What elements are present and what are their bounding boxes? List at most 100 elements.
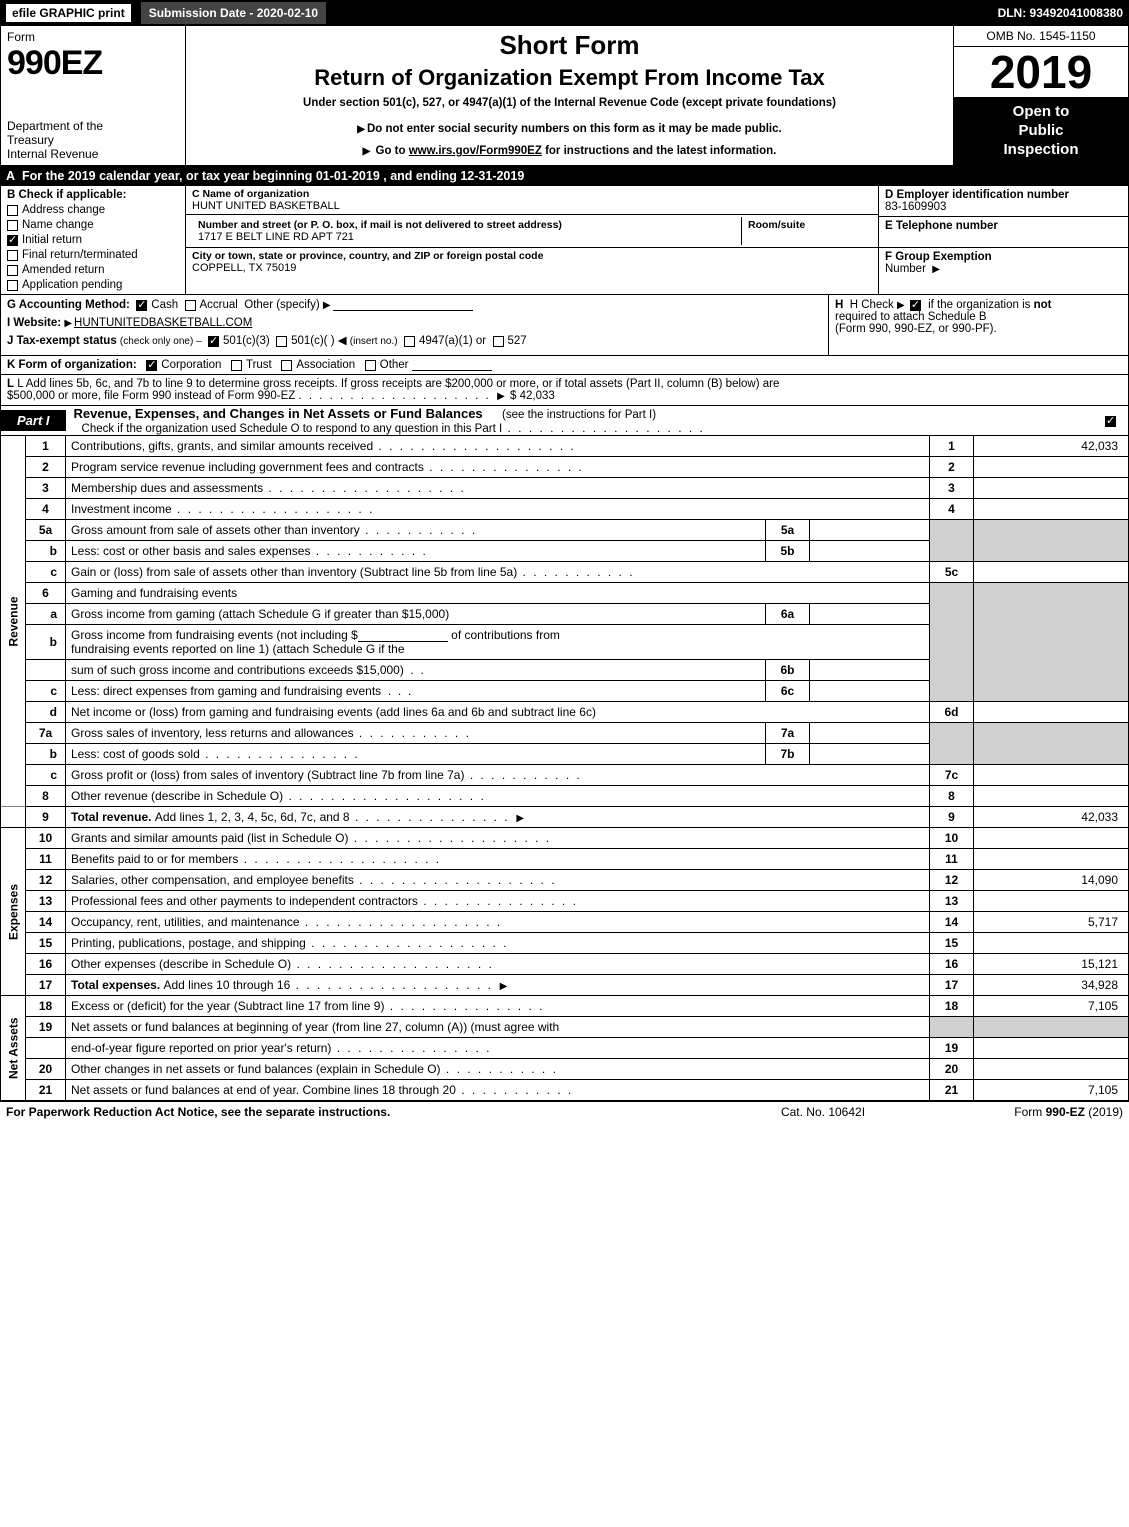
dots-icon: [424, 460, 584, 474]
chk-4947[interactable]: 4947(a)(1) or: [404, 335, 486, 347]
section-h: H H Check if the organization is not req…: [828, 295, 1128, 355]
dots-icon: [291, 957, 494, 971]
line-6b-amount-blank[interactable]: [358, 630, 448, 642]
line-21-amount: 7,105: [974, 1080, 1129, 1101]
line-1: Revenue 1 Contributions, gifts, grants, …: [1, 436, 1129, 457]
side-label-netassets: Net Assets: [1, 996, 26, 1101]
line-21: 21 Net assets or fund balances at end of…: [1, 1080, 1129, 1101]
k-label: K Form of organization:: [7, 359, 137, 371]
part1-sub: Check if the organization used Schedule …: [66, 423, 503, 435]
chk-cash[interactable]: Cash: [136, 299, 178, 311]
arrow-icon: [64, 317, 74, 329]
g-other-blank[interactable]: [333, 299, 473, 311]
chk-schedule-b-not-required[interactable]: [910, 299, 925, 311]
section-d-e-f: D Employer identification number 83-1609…: [878, 186, 1128, 294]
h-pre: H Check: [850, 299, 897, 311]
chk-name-change[interactable]: Name change: [7, 219, 179, 231]
line-15: 15 Printing, publications, postage, and …: [1, 933, 1129, 954]
ghij-left: G Accounting Method: Cash Accrual Other …: [1, 295, 828, 355]
chk-accrual[interactable]: Accrual: [185, 299, 238, 311]
group-label: F Group Exemption: [885, 251, 992, 263]
dept-line-2: Treasury: [7, 133, 179, 147]
section-g: G Accounting Method: Cash Accrual Other …: [7, 299, 822, 311]
dots-icon: [283, 789, 486, 803]
j-note: (check only one) ‒: [120, 336, 202, 347]
dots-icon: [517, 565, 634, 579]
dots-icon: [290, 978, 493, 992]
top-bar: efile GRAPHIC print Submission Date - 20…: [0, 0, 1129, 26]
dots-icon: [441, 1062, 558, 1076]
header-right: OMB No. 1545-1150 2019 Open to Public In…: [953, 26, 1128, 165]
chk-final-return[interactable]: Final return/terminated: [7, 249, 179, 261]
open-line-3: Inspection: [958, 141, 1124, 160]
j-insert-note: (insert no.): [350, 336, 398, 347]
dots-icon: [298, 390, 490, 402]
chk-association[interactable]: Association: [281, 359, 355, 371]
street-row: Number and street (or P. O. box, if mail…: [186, 215, 878, 248]
line-19: 19 Net assets or fund balances at beginn…: [1, 1017, 1129, 1038]
goto-link[interactable]: www.irs.gov/Form990EZ: [409, 145, 542, 157]
chk-application-pending[interactable]: Application pending: [7, 279, 179, 291]
l-text1: L Add lines 5b, 6c, and 7b to line 9 to …: [17, 378, 779, 390]
chk-amended-return[interactable]: Amended return: [7, 264, 179, 276]
dots-icon: [263, 481, 466, 495]
chk-corporation[interactable]: Corporation: [146, 359, 221, 371]
dots-icon: [384, 999, 544, 1013]
entity-block: B Check if applicable: Address change Na…: [0, 186, 1129, 295]
chk-501c-arrow: ◀: [338, 335, 347, 347]
dln-label: DLN: 93492041008380: [998, 6, 1123, 20]
part1-lines-table: Revenue 1 Contributions, gifts, grants, …: [0, 436, 1129, 1101]
chk-trust[interactable]: Trust: [231, 359, 272, 371]
line-5b-value[interactable]: [810, 541, 930, 562]
h-line2: required to attach Schedule B: [835, 311, 987, 323]
efile-badge[interactable]: efile GRAPHIC print: [6, 4, 131, 22]
ein-label: D Employer identification number: [885, 189, 1122, 201]
dots-icon: [464, 768, 581, 782]
goto-suffix: for instructions and the latest informat…: [545, 145, 776, 157]
dept-line-1: Department of the: [7, 119, 179, 133]
line-5a-value[interactable]: [810, 520, 930, 541]
org-name-label: C Name of organization: [192, 188, 872, 200]
arrow-icon: [897, 299, 907, 311]
chk-501c[interactable]: 501(c)( ): [276, 335, 334, 347]
open-line-2: Public: [958, 122, 1124, 141]
page-footer: For Paperwork Reduction Act Notice, see …: [0, 1101, 1129, 1122]
dots-icon: [331, 1041, 491, 1055]
line-6b-value[interactable]: [810, 660, 930, 681]
line-16: 16 Other expenses (describe in Schedule …: [1, 954, 1129, 975]
line-19-cont: end-of-year figure reported on prior yea…: [1, 1038, 1129, 1059]
dots-icon: [502, 421, 705, 435]
treasury-dept: Department of the Treasury Internal Reve…: [7, 119, 179, 161]
chk-527[interactable]: 527: [493, 335, 527, 347]
phone-label: E Telephone number: [885, 220, 1122, 232]
part1-title-note: (see the instructions for Part I): [494, 409, 656, 421]
part1-schedule-o-checkbox[interactable]: [1105, 414, 1128, 428]
chk-501c3[interactable]: 501(c)(3): [208, 335, 270, 347]
line-6: 6 Gaming and fundraising events: [1, 583, 1129, 604]
section-a-taxyear: A For the 2019 calendar year, or tax yea…: [0, 166, 1129, 186]
line-12-amount: 14,090: [974, 870, 1129, 891]
goto-prefix: Go to: [376, 145, 409, 157]
line-12: 12 Salaries, other compensation, and emp…: [1, 870, 1129, 891]
line-6c-value[interactable]: [810, 681, 930, 702]
line-17: 17 Total expenses. Add lines 10 through …: [1, 975, 1129, 996]
k-other-blank[interactable]: [412, 359, 492, 371]
under-section-note: Under section 501(c), 527, or 4947(a)(1)…: [196, 97, 943, 109]
street-value: 1717 E BELT LINE RD APT 721: [198, 231, 735, 243]
dots-icon: [300, 915, 503, 929]
h-post: if the organization is: [928, 299, 1033, 311]
line-7a-value[interactable]: [810, 723, 930, 744]
efile-graphic: GRAPHIC: [39, 6, 94, 20]
line-9-amount: 42,033: [974, 807, 1129, 828]
line-7b-value[interactable]: [810, 744, 930, 765]
dots-icon: [350, 810, 510, 824]
line-5c: c Gain or (loss) from sale of assets oth…: [1, 562, 1129, 583]
section-c: C Name of organization HUNT UNITED BASKE…: [186, 186, 878, 294]
arrow-icon: [323, 299, 333, 311]
chk-initial-return[interactable]: Initial return: [7, 234, 179, 246]
line-6a-value[interactable]: [810, 604, 930, 625]
omb-number: OMB No. 1545-1150: [954, 26, 1128, 47]
chk-address-change[interactable]: Address change: [7, 204, 179, 216]
arrow-icon: [497, 390, 507, 402]
chk-other-org[interactable]: Other: [365, 359, 409, 371]
